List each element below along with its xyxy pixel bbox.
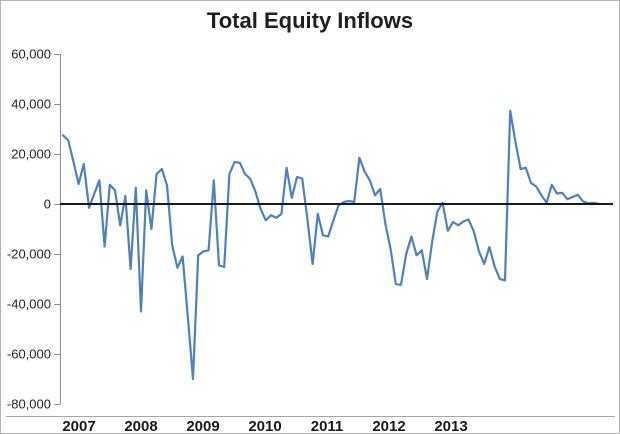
y-axis-tick-label: -40,000 xyxy=(6,296,51,312)
y-axis-tick-label: 20,000 xyxy=(11,146,51,162)
x-axis-rule xyxy=(6,416,615,417)
y-axis-tick-label: 40,000 xyxy=(11,96,51,112)
y-axis-tick xyxy=(54,404,60,405)
x-axis-year-label: 2009 xyxy=(186,418,220,434)
plot-area xyxy=(61,109,600,381)
y-axis-tick-label: -80,000 xyxy=(6,396,51,412)
x-axis-year-label: 2010 xyxy=(248,418,282,434)
y-axis-tick-label: -20,000 xyxy=(6,246,51,262)
y-axis-tick xyxy=(54,104,60,105)
y-axis-tick-label: -60,000 xyxy=(6,346,51,362)
x-axis-year-label: 2008 xyxy=(124,418,158,434)
x-axis-year-label: 2013 xyxy=(434,418,468,434)
x-axis-year-label: 2011 xyxy=(310,418,344,434)
chart-title: Total Equity Inflows xyxy=(206,8,414,33)
y-axis-tick-label: 0 xyxy=(43,196,51,212)
zero-line xyxy=(60,203,613,205)
y-axis-tick xyxy=(54,154,60,155)
x-axis-year-label: 2012 xyxy=(372,418,406,434)
y-axis xyxy=(60,54,61,404)
y-axis-tick xyxy=(54,304,60,305)
y-axis-tick-label: 60,000 xyxy=(11,46,51,62)
equity-inflows-line xyxy=(61,109,600,381)
y-axis-tick xyxy=(54,54,60,55)
y-axis-tick xyxy=(54,204,60,205)
y-axis-tick xyxy=(54,254,60,255)
y-axis-tick xyxy=(54,354,60,355)
x-axis-year-label: 2007 xyxy=(62,418,96,434)
